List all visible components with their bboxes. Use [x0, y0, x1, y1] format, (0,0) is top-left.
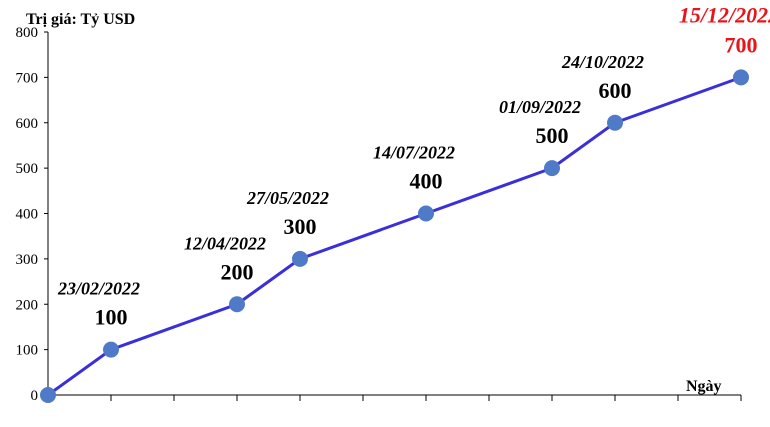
y-axis: 0 100 200 300 400 500 600 700 800: [16, 25, 49, 404]
y-tick-label: 200: [16, 297, 39, 313]
y-tick-label: 700: [16, 70, 39, 86]
data-value-label: 500: [536, 123, 569, 148]
x-axis: [47, 394, 742, 401]
data-point: [418, 205, 434, 222]
data-point: [733, 69, 749, 86]
data-point: [544, 160, 560, 177]
data-date-label: 14/07/2022: [373, 143, 455, 163]
data-labels: 100 23/02/2022 200 12/04/2022 300 27/05/2022 4…: [57, 2, 770, 329]
data-point: [40, 387, 56, 403]
x-axis-title: Ngày: [686, 378, 722, 395]
data-date-label: 15/12/2022: [679, 2, 770, 27]
data-point: [292, 250, 308, 267]
data-date-label: 24/10/2022: [561, 52, 644, 72]
data-point: [103, 341, 119, 358]
y-tick-label: 0: [31, 388, 39, 404]
y-tick-label: 500: [16, 161, 39, 177]
y-tick-label: 800: [16, 25, 39, 41]
data-value-label: 400: [410, 169, 443, 194]
y-axis-title: Trị giá: Tỷ USD: [26, 11, 135, 28]
y-tick-label: 300: [16, 252, 39, 268]
data-value-label: 700: [725, 32, 758, 57]
data-value-label: 300: [284, 214, 317, 239]
data-point: [229, 296, 245, 313]
data-value-label: 100: [95, 305, 128, 330]
y-tick-label: 400: [16, 207, 39, 223]
data-date-label: 27/05/2022: [246, 188, 329, 208]
data-date-label: 23/02/2022: [57, 279, 140, 299]
series-group: [40, 69, 749, 403]
y-tick-label: 100: [16, 343, 39, 359]
data-value-label: 200: [221, 259, 254, 284]
data-date-label: 01/09/2022: [499, 97, 581, 117]
data-value-label: 600: [599, 78, 632, 103]
data-point: [607, 114, 623, 131]
series-line: [47, 75, 742, 397]
y-tick-label: 600: [16, 116, 39, 132]
data-date-label: 12/04/2022: [184, 233, 266, 253]
